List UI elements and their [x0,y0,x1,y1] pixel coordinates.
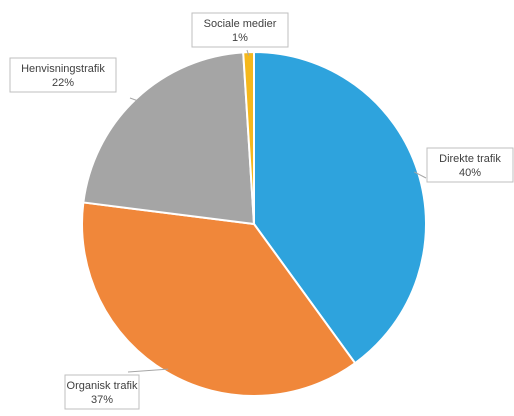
slice-value-label: 37% [91,394,113,406]
leader-line [246,49,250,56]
callout-box [9,57,117,93]
data-label-direkte-trafik: Direkte trafik 40% [414,147,514,183]
pie-slice-direkte-trafik [253,50,427,365]
data-label-organisk-trafik: Organisk trafik 37% [64,368,169,410]
data-label-sociale-medier: Sociale medier 1% [191,12,289,56]
slice-value-label: 1% [232,32,248,44]
callout-box [64,374,140,410]
slice-label: Henvisningstrafik [21,63,105,75]
data-label-callouts: Direkte trafik 40% Organisk trafik 37% Henvi… [9,12,514,410]
pie-slice-henvisningstrafik [82,51,256,226]
slice-label: Sociale medier [204,18,277,30]
leader-line [127,368,169,373]
callout-box [191,12,289,48]
slice-label: Organisk trafik [67,380,138,392]
slice-value-label: 22% [52,77,74,89]
leader-line [414,171,427,179]
slice-value-label: 40% [459,167,481,179]
pie-slices [81,50,427,397]
pie-slice-sociale-medier [242,50,255,225]
pie-slice-organisk-trafik [81,201,357,397]
data-label-henvisningstrafik: Henvisningstrafik 22% [9,57,139,102]
callout-box [426,147,514,183]
slice-label: Direkte trafik [439,153,501,165]
leader-line [129,97,139,102]
